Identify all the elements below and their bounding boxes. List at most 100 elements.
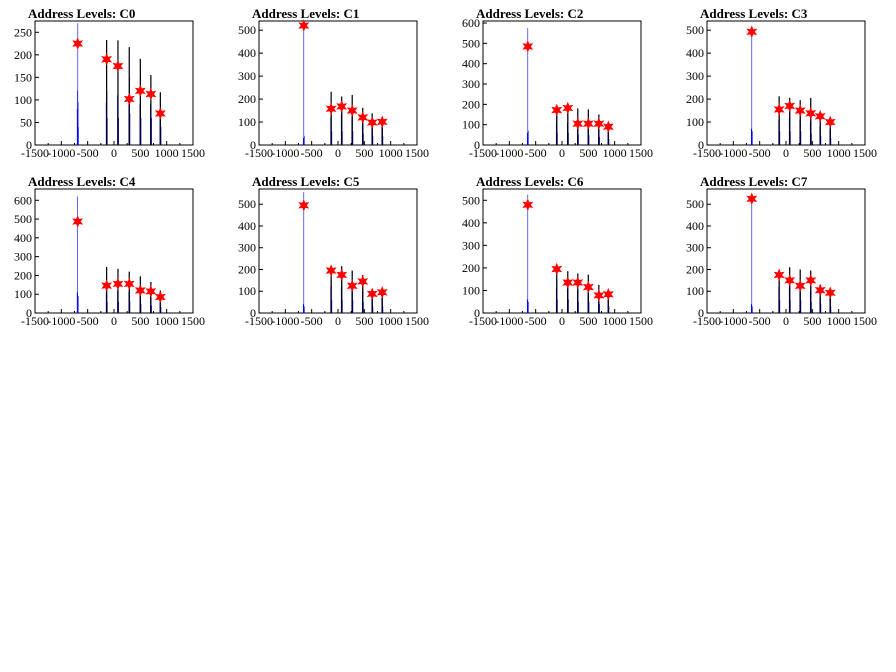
plot-frame [34, 188, 194, 314]
histogram-bar [302, 138, 304, 145]
y-tick-label: 100 [238, 284, 256, 298]
peak-marker [112, 59, 124, 73]
y-tick-label: 0 [250, 306, 256, 320]
x-tick-label: -1000 [47, 314, 75, 328]
peak-marker [824, 286, 836, 300]
x-tick-label: 500 [803, 146, 821, 160]
x-tick-label: -500 [749, 146, 771, 160]
histogram-bar [77, 196, 78, 313]
peak-marker [376, 115, 388, 129]
panel-title: Address Levels: C1 [252, 6, 359, 21]
panel-c3: -1500-1000 -500 0 500 1000 1500 0 100 200 300 400 5… [686, 6, 877, 160]
peak-marker [551, 262, 563, 276]
x-tick-label: 0 [783, 146, 789, 160]
y-tick-label: 0 [474, 306, 480, 320]
histogram-bar [160, 307, 162, 313]
x-tick-label: -1500 [469, 314, 497, 328]
y-tick-label: 500 [462, 36, 480, 50]
y-tick-label: 0 [250, 138, 256, 152]
x-tick-label: -500 [749, 314, 771, 328]
y-tick-label: 400 [462, 57, 480, 71]
histogram-bar [588, 134, 590, 145]
histogram-bar [342, 131, 343, 145]
histogram-bar [820, 135, 822, 145]
peak-marker [357, 275, 369, 288]
y-tick-label: 400 [462, 216, 480, 230]
x-tick-label: -1500 [693, 314, 721, 328]
plot-frame [34, 20, 194, 146]
x-tick-label: 1000 [379, 146, 403, 160]
histogram-bar [129, 301, 131, 313]
y-tick-label: 500 [686, 197, 704, 211]
peak-marker [298, 19, 310, 32]
x-tick-label: 1500 [853, 146, 877, 160]
histogram-bar [578, 134, 579, 145]
peak-marker [376, 286, 388, 299]
x-tick-label: -1000 [495, 314, 523, 328]
histogram-bar [77, 296, 79, 313]
histogram-bar [352, 131, 354, 145]
panel-title: Address Levels: C4 [28, 174, 136, 189]
y-tick-label: 200 [686, 262, 704, 276]
y-tick-label: 300 [462, 77, 480, 91]
x-tick-label: 500 [131, 146, 149, 160]
y-tick-label: 500 [14, 212, 32, 226]
histogram-bar [160, 126, 162, 145]
peak-marker [805, 274, 817, 287]
histogram-bar [342, 299, 343, 313]
plot-frame [706, 20, 866, 146]
panel-c6: -1500-1000 -500 0 500 1000 1500 0 100 200 300 400 5… [462, 174, 653, 328]
y-tick-label: 250 [14, 25, 32, 39]
peak-marker [366, 116, 378, 129]
histogram-bar [372, 135, 374, 145]
y-tick-label: 200 [14, 268, 32, 282]
histogram-bar [811, 133, 812, 145]
y-tick-label: 0 [698, 138, 704, 152]
histogram-bar [820, 304, 822, 313]
histogram-bar [557, 132, 558, 145]
histogram-bar [331, 299, 333, 313]
panel-title: Address Levels: C2 [476, 6, 583, 21]
x-tick-label: 500 [579, 146, 597, 160]
peak-marker [145, 285, 157, 298]
histogram-bar [608, 306, 610, 313]
histogram-bar [76, 108, 78, 145]
x-tick-label: 0 [559, 314, 565, 328]
peak-marker [154, 290, 166, 304]
peak-marker [824, 115, 836, 129]
histogram-bar [751, 194, 753, 313]
x-tick-label: -1500 [21, 146, 49, 160]
panel-title: Address Levels: C5 [252, 174, 360, 189]
histogram-bar [800, 299, 802, 313]
peak-marker [101, 53, 113, 66]
y-tick-label: 600 [14, 193, 32, 207]
histogram-bar [779, 299, 781, 313]
x-tick-label: 1500 [853, 314, 877, 328]
x-tick-label: -1500 [693, 146, 721, 160]
x-tick-label: -1000 [271, 146, 299, 160]
x-tick-label: 0 [559, 146, 565, 160]
x-tick-label: 1000 [827, 314, 851, 328]
x-tick-label: -500 [525, 314, 547, 328]
plot-frame [258, 188, 418, 314]
y-tick-label: 400 [686, 219, 704, 233]
histogram-bar [790, 299, 791, 313]
panel-c4: -1500-1000 -500 0 500 1000 1500 0 100 200 300 400 5… [14, 174, 205, 328]
histogram-bar [77, 102, 79, 145]
x-tick-label: -500 [77, 146, 99, 160]
x-tick-label: 1000 [155, 314, 179, 328]
y-tick-label: 100 [14, 93, 32, 107]
y-tick-label: 100 [14, 287, 32, 301]
histogram-bar [528, 301, 529, 313]
histogram-bar [528, 130, 529, 145]
x-tick-label: 1000 [603, 314, 627, 328]
plot-frame [706, 188, 866, 314]
x-tick-label: -1000 [47, 146, 75, 160]
y-tick-label: 300 [686, 241, 704, 255]
y-tick-label: 0 [698, 306, 704, 320]
y-tick-label: 100 [686, 284, 704, 298]
peak-marker [814, 109, 826, 123]
histogram-bar [527, 28, 529, 145]
x-tick-label: 1500 [629, 314, 653, 328]
